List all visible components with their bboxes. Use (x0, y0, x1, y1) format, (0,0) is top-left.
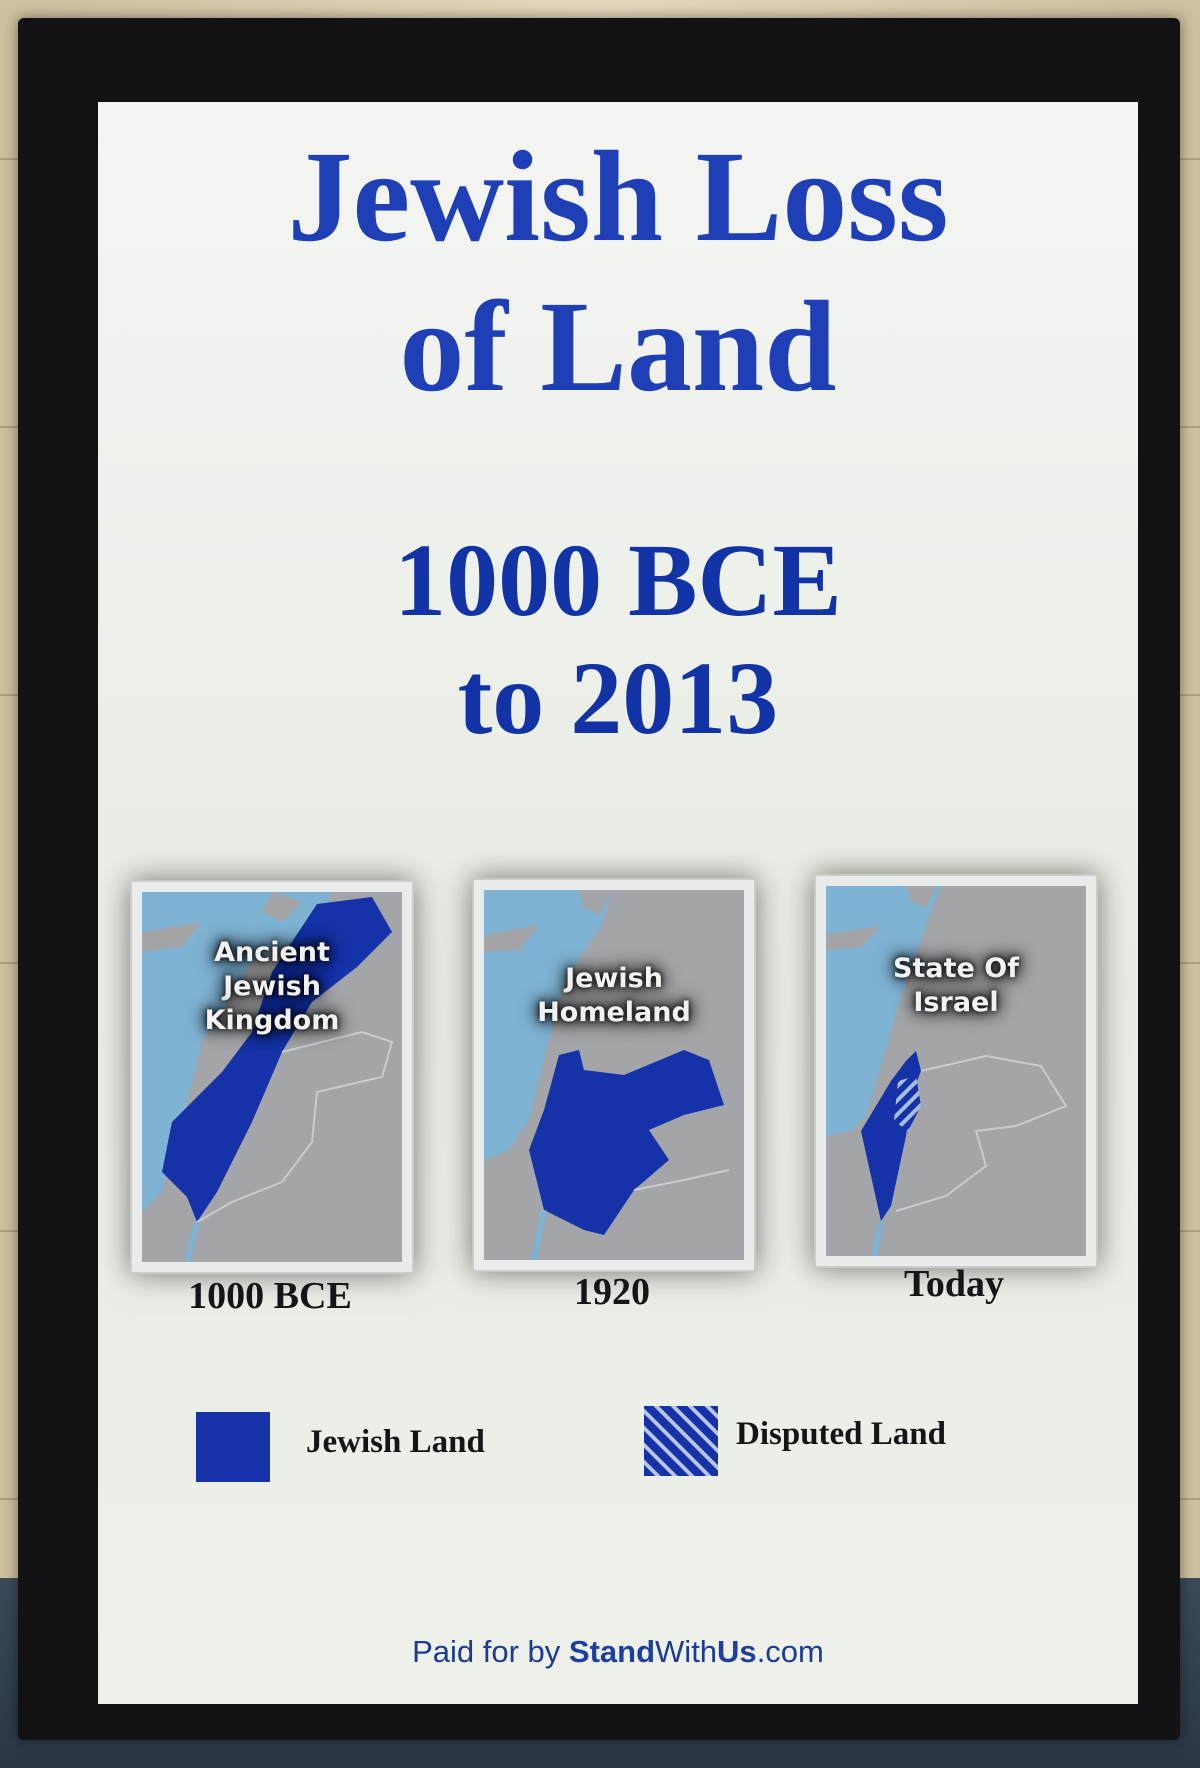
legend-swatch-disputed-land (644, 1406, 718, 1476)
map-card-jewish-homeland: Jewish Homeland (472, 878, 756, 1272)
paid-for-by-footer: Paid for by StandWithUs.com (412, 1634, 824, 1669)
poster-frame: Jewish Loss of Land 1000 BCE to 2013 Anc… (18, 18, 1180, 1740)
map-card-ancient-kingdom: Ancient Jewish Kingdom (130, 880, 414, 1274)
title-line-2: of Land (399, 275, 837, 419)
map-label-ancient-kingdom: Ancient Jewish Kingdom (204, 937, 340, 1036)
map-caption-today: Today (904, 1263, 1004, 1305)
map-ancient-kingdom (142, 892, 402, 1262)
poster-subtitle: 1000 BCE to 2013 (98, 522, 1138, 758)
map-card-state-of-israel: State Of Israel (814, 874, 1098, 1268)
map-jewish-homeland (484, 890, 744, 1260)
legend-label-disputed-land: Disputed Land (736, 1416, 947, 1452)
subtitle-line-2: to 2013 (457, 641, 779, 756)
map-label-jewish-homeland: Jewish Homeland (537, 963, 691, 1028)
map-state-of-israel (826, 886, 1086, 1256)
map-label-state-of-israel: State Of Israel (893, 953, 1019, 1018)
map-caption-1000-bce: 1000 BCE (188, 1275, 352, 1317)
legend-label-jewish-land: Jewish Land (306, 1424, 485, 1460)
legend-swatch-jewish-land (196, 1412, 270, 1482)
map-caption-1920: 1920 (574, 1271, 650, 1313)
subtitle-line-1: 1000 BCE (394, 523, 842, 638)
title-line-1: Jewish Loss (287, 125, 949, 269)
poster-title: Jewish Loss of Land (98, 122, 1138, 422)
poster: Jewish Loss of Land 1000 BCE to 2013 Anc… (98, 102, 1138, 1704)
